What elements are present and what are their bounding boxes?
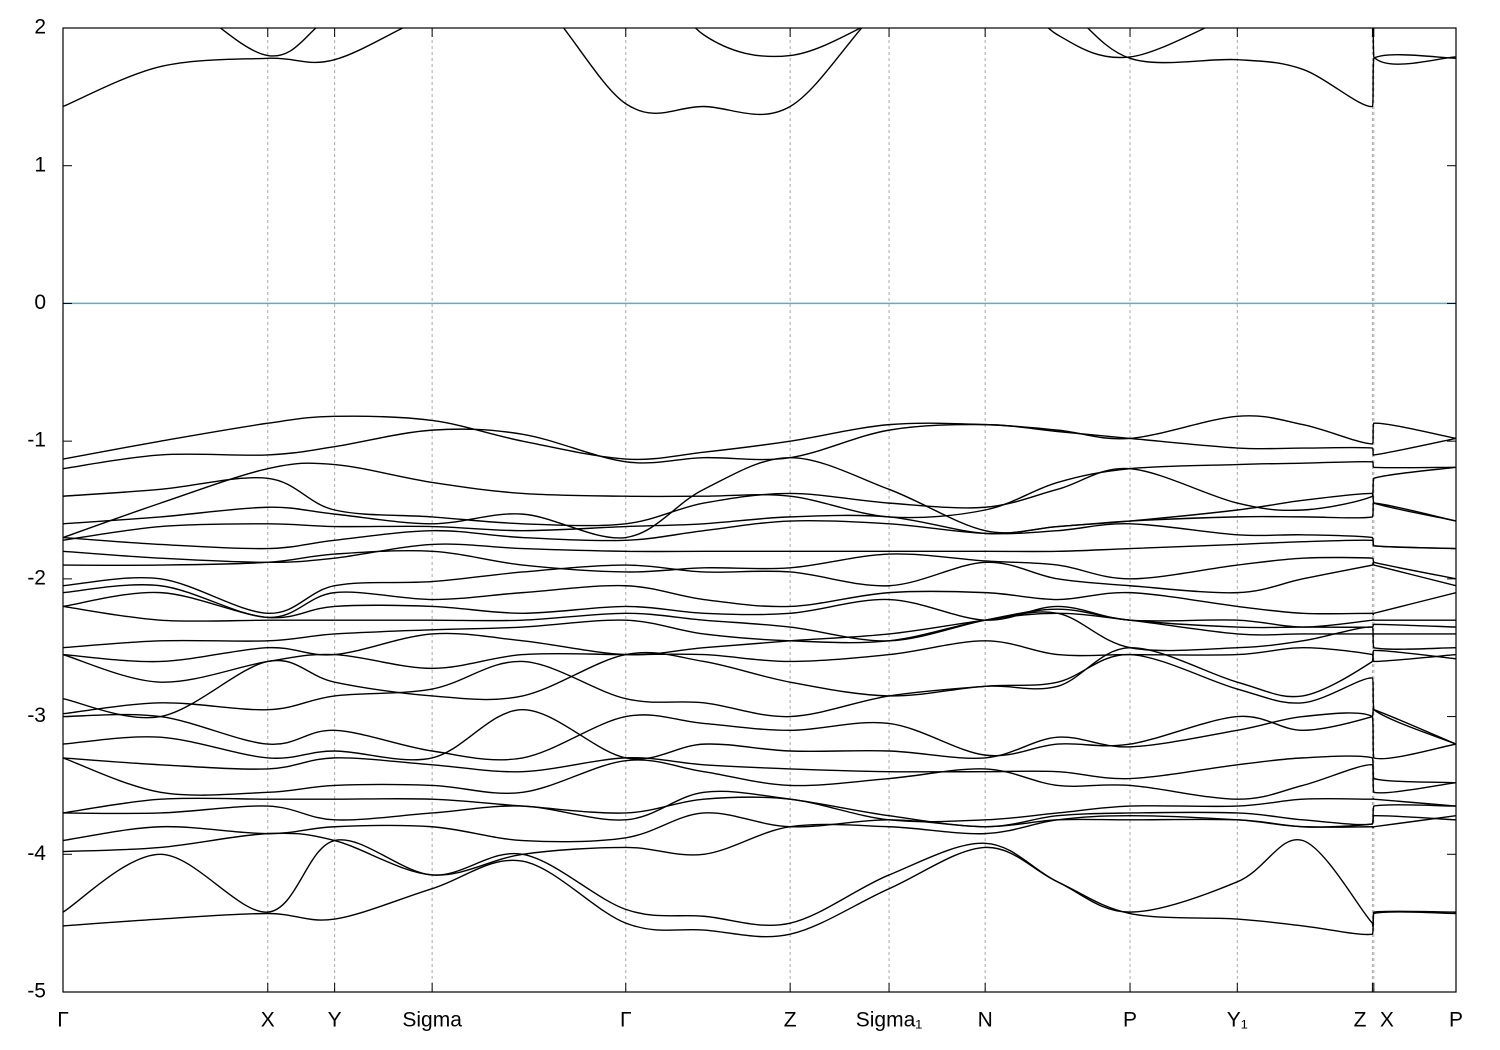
y-tick-label: 2 [34,16,46,39]
band-line [63,612,1456,649]
band-line [63,812,1456,843]
x-tick-label: Y [328,1009,342,1032]
x-tick-label: X [1380,1009,1394,1032]
y-tick-label: -5 [27,980,46,1003]
band-line [63,707,1456,761]
x-tick-label: Γ [57,1009,69,1032]
y-tick-label: -3 [27,704,46,727]
band-line [63,561,1456,614]
band-line [63,492,1456,541]
y-tick-label: -4 [27,842,46,865]
band-line [63,28,1456,116]
band-line [63,814,1456,876]
band-line [63,415,1456,461]
band-line [63,605,1456,642]
band-line [63,796,1456,823]
bands [63,28,1456,938]
y-tick-label: 0 [34,291,46,314]
x-tick-label: P [1123,1009,1137,1032]
band-line [63,460,1456,539]
band-line [63,790,1456,828]
band-line [63,653,1456,745]
y-tick-label: -2 [27,566,46,589]
x-tick-label: P [1449,1009,1463,1032]
band-line [63,539,1456,564]
x-tick-label: Z [784,1009,797,1032]
band-line [63,584,1456,619]
band-line [63,846,1456,938]
x-tick-label: Y₁ [1227,1009,1248,1032]
y-tick-label: -1 [27,429,46,452]
band-line [63,838,1456,928]
grid [63,28,1456,992]
band-line [63,647,1456,719]
band-line [63,550,1456,580]
band-line [63,757,1456,800]
x-tick-label: Γ [620,1009,632,1032]
band-line [63,591,1456,628]
band-line [219,28,1456,65]
x-tick-label: X [261,1009,275,1032]
band-line [63,456,1456,539]
band-line [63,519,1456,550]
band-line [63,708,1456,761]
x-tick-label: N [978,1009,993,1032]
y-tick-label: 1 [34,153,46,176]
band-line [63,755,1456,784]
band-line [63,640,1456,683]
x-tick-label: Sigma₁ [856,1009,923,1032]
plot-frame [62,27,1457,993]
x-tick-label: Z [1354,1009,1367,1032]
band-line [63,423,1456,470]
x-tick-label: Sigma [402,1009,462,1032]
band-line [63,466,1456,527]
